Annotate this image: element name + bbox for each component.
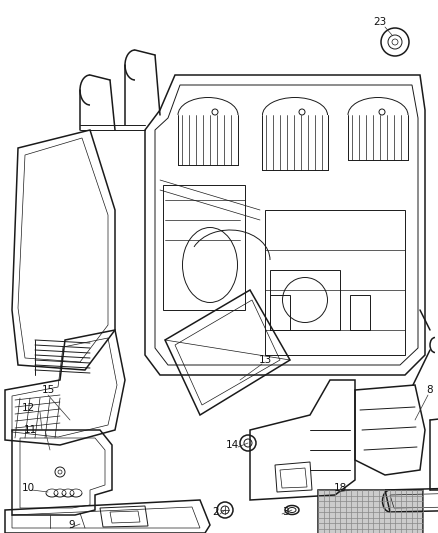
Text: 8: 8 — [427, 385, 433, 395]
Text: 3: 3 — [282, 507, 288, 517]
Text: 14: 14 — [226, 440, 239, 450]
Text: 23: 23 — [373, 17, 387, 27]
Text: 13: 13 — [258, 355, 272, 365]
Text: 2: 2 — [213, 507, 219, 517]
Text: 12: 12 — [21, 403, 35, 413]
Text: 10: 10 — [21, 483, 35, 493]
Text: 9: 9 — [69, 520, 75, 530]
Text: 18: 18 — [333, 483, 346, 493]
Text: 15: 15 — [41, 385, 55, 395]
Bar — [318, 490, 423, 533]
Text: 11: 11 — [23, 425, 37, 435]
